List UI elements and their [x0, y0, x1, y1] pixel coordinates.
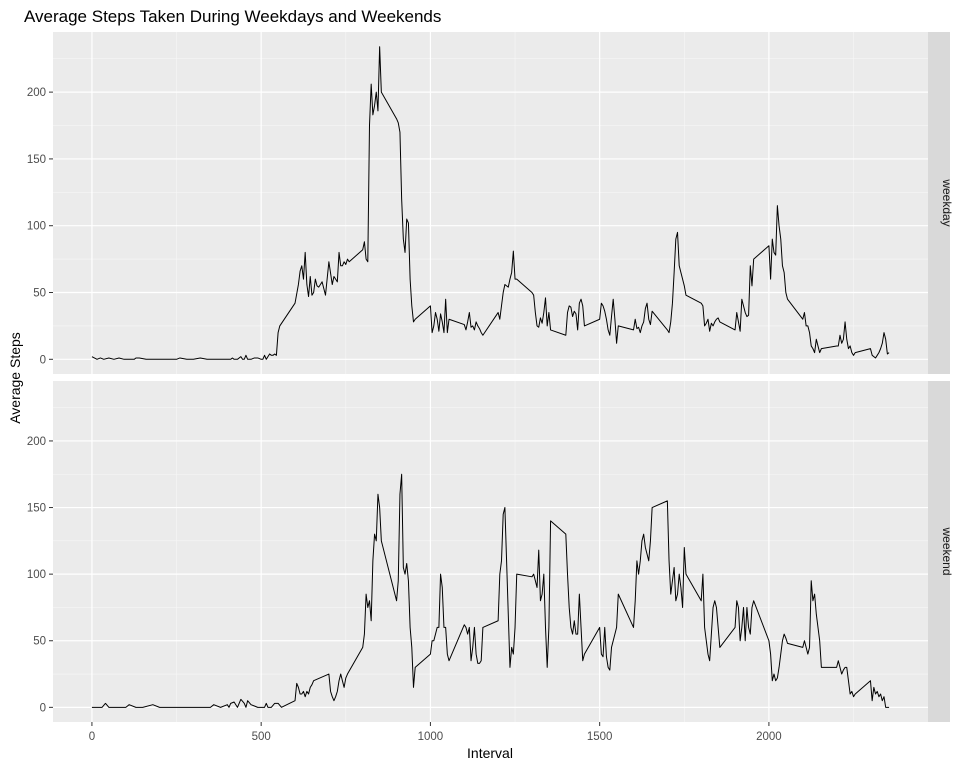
- facet-weekday: 0 50 100 150 200 weekday: [27, 32, 954, 374]
- y-tick-label: 0: [40, 702, 46, 714]
- x-tick-label: 0: [89, 731, 95, 743]
- y-tick-label: 100: [27, 221, 46, 233]
- y-tick-label: 200: [27, 436, 46, 448]
- x-axis-title: Interval: [467, 745, 513, 761]
- y-tick-label: 150: [27, 503, 46, 515]
- panel-background: [53, 381, 928, 722]
- y-tick-label: 0: [40, 354, 46, 366]
- panel-background: [53, 32, 928, 374]
- x-tick-label: 2000: [756, 731, 782, 743]
- y-tick-label: 50: [33, 288, 46, 300]
- x-tick-label: 1000: [418, 731, 444, 743]
- y-tick-label: 200: [27, 87, 46, 99]
- facet-strip-label: weekday: [940, 178, 954, 226]
- facet-strip: [928, 381, 950, 722]
- facet-strip-label: weekend: [940, 526, 954, 575]
- chart-title: Average Steps Taken During Weekdays and …: [24, 7, 441, 26]
- facet-strip: [928, 32, 950, 374]
- y-tick-label: 150: [27, 154, 46, 166]
- series-line-weekend: [91, 473, 890, 708]
- y-axis-title: Average Steps: [7, 332, 23, 424]
- y-tick-label: 100: [27, 569, 46, 581]
- x-tick-label: 1500: [587, 731, 613, 743]
- y-tick-label: 50: [33, 636, 46, 648]
- x-tick-label: 500: [252, 731, 271, 743]
- facets-layer: 0 50 100 150 200 weekday 0 50 100 150 200 weekend 0 5…: [27, 32, 954, 743]
- series-line-weekday: [91, 46, 890, 360]
- facet-weekend: 0 50 100 150 200 weekend 0 500 1000 1500 2000: [27, 381, 954, 743]
